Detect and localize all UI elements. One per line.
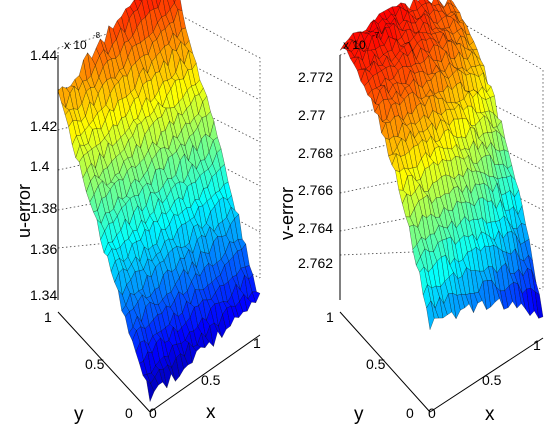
z-tick-label: 2.772 <box>298 69 333 85</box>
z-tick-label: 1.4 <box>30 158 50 174</box>
v-error-z-label: v-error <box>277 187 297 240</box>
u-error-x-tick-labels: 0 0.5 1 <box>149 335 261 421</box>
x-tick-label: 1 <box>253 335 261 351</box>
z-tick-label: 2.77 <box>298 107 325 123</box>
x-tick-label: 0 <box>428 405 436 421</box>
v-error-axes <box>339 55 544 413</box>
u-error-x-label: x <box>206 402 216 423</box>
z-tick-label: 1.44 <box>30 47 57 63</box>
v-error-scale-exponent: -7 <box>372 31 380 40</box>
u-error-scale-text: x 10 <box>64 38 87 52</box>
z-tick-label: 1.34 <box>30 287 57 303</box>
z-tick-label: 2.766 <box>298 182 333 198</box>
u-error-y-label: y <box>74 404 84 425</box>
u-error-y-tick-labels: 1 0.5 0 <box>44 309 133 421</box>
z-tick-label: 1.36 <box>30 241 57 257</box>
z-tick-label: 2.764 <box>298 220 333 236</box>
v-error-x-tick-labels: 0 0.5 1 <box>428 337 541 421</box>
v-error-y-label: y <box>354 404 364 425</box>
u-error-z-tick-labels: 1.44 1.42 1.4 1.38 1.36 1.34 <box>30 47 57 303</box>
x-tick-label: 0 <box>149 405 157 421</box>
y-tick-label: 0.5 <box>366 356 386 372</box>
u-error-z-label: u-error <box>14 184 34 238</box>
z-tick-label: 2.762 <box>298 255 333 271</box>
x-tick-label: 1 <box>533 337 541 353</box>
x-tick-label: 0.5 <box>482 372 502 388</box>
u-error-surface <box>57 0 261 403</box>
z-tick-label: 1.42 <box>30 118 57 134</box>
y-tick-label: 0.5 <box>85 356 105 372</box>
v-error-scale-text: x 10 <box>343 38 366 52</box>
u-error-axes <box>57 55 261 413</box>
u-error-plot: x 10 -8 1.44 1.42 1.4 1.38 1.36 1.34 1 0… <box>14 0 261 425</box>
surface-patch <box>155 0 161 9</box>
u-error-scale-exponent: -8 <box>93 31 101 40</box>
y-tick-label: 0 <box>125 405 133 421</box>
y-tick-label: 1 <box>44 309 52 325</box>
surface-patch <box>251 291 261 304</box>
v-error-z-tick-labels: 2.772 2.77 2.768 2.766 2.764 2.762 <box>298 69 333 271</box>
v-error-surface <box>339 0 544 331</box>
z-tick-label: 1.38 <box>30 200 57 216</box>
v-error-x-label: x <box>485 404 495 425</box>
y-tick-label: 1 <box>326 309 334 325</box>
z-tick-label: 2.768 <box>298 145 333 161</box>
surface-patch <box>534 291 544 319</box>
surface-patch <box>173 0 176 4</box>
x-tick-label: 0.5 <box>201 372 221 388</box>
v-error-y-tick-labels: 1 0.5 0 <box>326 309 414 421</box>
y-tick-label: 0 <box>406 405 414 421</box>
v-error-plot: x 10 -7 2.772 2.77 2.768 2.766 2.764 2.7… <box>277 0 544 425</box>
